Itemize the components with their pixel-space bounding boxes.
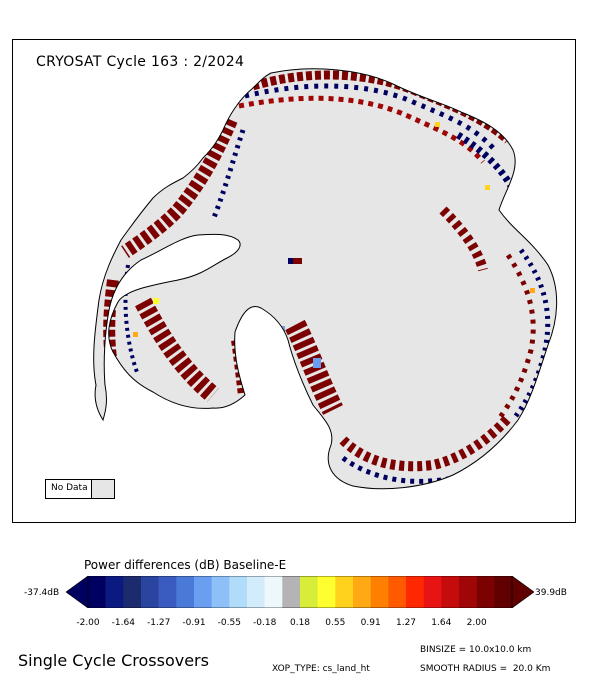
- colorbar-tick-label: -1.27: [147, 618, 171, 628]
- colorbar-swatch: [105, 576, 124, 608]
- colorbar-swatch: [247, 576, 265, 608]
- smooth-radius-text: SMOOTH RADIUS = 20.0 Km: [420, 664, 551, 674]
- colorbar-title: Power differences (dB) Baseline-E: [84, 558, 287, 572]
- colorbar-tick-label: -0.91: [182, 618, 206, 628]
- no-data-swatch: [91, 480, 114, 498]
- colorbar-swatch: [335, 576, 354, 608]
- colorbar-max-label: 39.9dB: [535, 588, 567, 598]
- no-data-legend: No Data: [45, 479, 115, 499]
- colorbar-swatch: [88, 576, 106, 608]
- colorbar-swatch: [317, 576, 336, 608]
- colorbar-min-arrow: [66, 576, 89, 608]
- colorbar-swatch: [264, 576, 283, 608]
- colorbar-swatch: [406, 576, 424, 608]
- colorbar-swatch: [229, 576, 248, 608]
- ice-sheet: [93, 68, 557, 489]
- colorbar-ticks: -2.00 -1.64 -1.27 -0.91 -0.55 -0.18 0.18 0.55 0.…: [0, 618, 600, 630]
- map-panel: CRYOSAT Cycle 163 : 2/2024 No Data: [12, 39, 576, 523]
- colorbar-swatch: [353, 576, 371, 608]
- xop-type-text: XOP_TYPE: cs_land_ht: [272, 664, 370, 674]
- colorbar-swatch: [176, 576, 195, 608]
- colorbar-tick-label: 0.55: [325, 618, 346, 628]
- colorbar-swatch: [441, 576, 460, 608]
- colorbar-swatch: [282, 576, 301, 608]
- colorbar-swatch: [158, 576, 177, 608]
- colorbar-tick-label: -0.55: [217, 618, 241, 628]
- colorbar-swatch: [494, 576, 513, 608]
- colorbar-tick-label: -0.18: [253, 618, 277, 628]
- colorbar-tick-label: 2.00: [466, 618, 487, 628]
- colorbar-tick-label: -2.00: [76, 618, 100, 628]
- colorbar-swatch: [388, 576, 407, 608]
- colorbar-swatch: [300, 576, 318, 608]
- colorbar-tick-label: 0.18: [289, 618, 311, 628]
- colorbar-min-label: -37.4dB: [24, 588, 60, 598]
- colorbar-swatch: [211, 576, 230, 608]
- antarctica-map: [93, 68, 558, 490]
- colorbar: [66, 576, 534, 608]
- colorbar-swatch: [370, 576, 389, 608]
- map-title: CRYOSAT Cycle 163 : 2/2024: [36, 54, 245, 70]
- colorbar-tick-label: -1.64: [111, 618, 135, 628]
- colorbar-swatch: [123, 576, 142, 608]
- colorbar-border: [87, 576, 513, 608]
- colorbar-tick-label: 1.27: [395, 618, 417, 628]
- colorbar-tick-label: 0.91: [360, 618, 381, 628]
- colorbar-swatch: [141, 576, 159, 608]
- colorbar-swatch: [476, 576, 495, 608]
- binsize-text: BINSIZE = 10.0x10.0 km: [420, 645, 532, 655]
- colorbar-swatch: [194, 576, 212, 608]
- colorbar-tick-label: 1.64: [431, 618, 452, 628]
- no-data-label: No Data: [51, 483, 88, 493]
- footer-title: Single Cycle Crossovers: [18, 651, 209, 670]
- colorbar-swatch: [423, 576, 442, 608]
- colorbar-swatch: [459, 576, 477, 608]
- colorbar-max-arrow: [511, 576, 534, 608]
